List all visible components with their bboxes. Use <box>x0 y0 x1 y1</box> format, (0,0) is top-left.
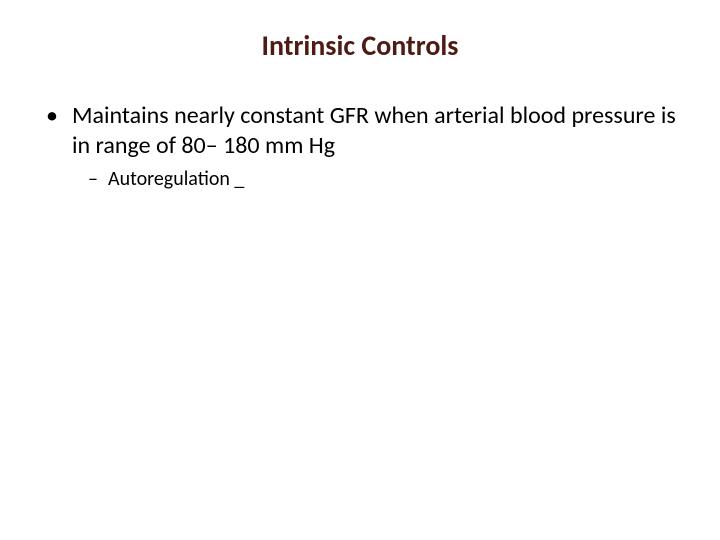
bullet-text: Autoregulation _ <box>108 167 244 192</box>
slide-title: Intrinsic Controls <box>40 28 680 63</box>
bullet-level-2: – Autoregulation _ <box>88 167 680 192</box>
bullet-marker-disc: • <box>46 101 72 161</box>
bullet-marker-dash: – <box>88 167 108 192</box>
bullet-level-1: • Maintains nearly constant GFR when art… <box>46 101 680 161</box>
bullet-text: Maintains nearly constant GFR when arter… <box>72 101 680 161</box>
slide: Intrinsic Controls • Maintains nearly co… <box>0 0 720 540</box>
